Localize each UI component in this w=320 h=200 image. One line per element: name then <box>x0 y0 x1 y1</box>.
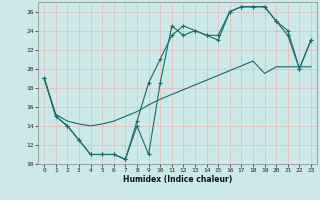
X-axis label: Humidex (Indice chaleur): Humidex (Indice chaleur) <box>123 175 232 184</box>
